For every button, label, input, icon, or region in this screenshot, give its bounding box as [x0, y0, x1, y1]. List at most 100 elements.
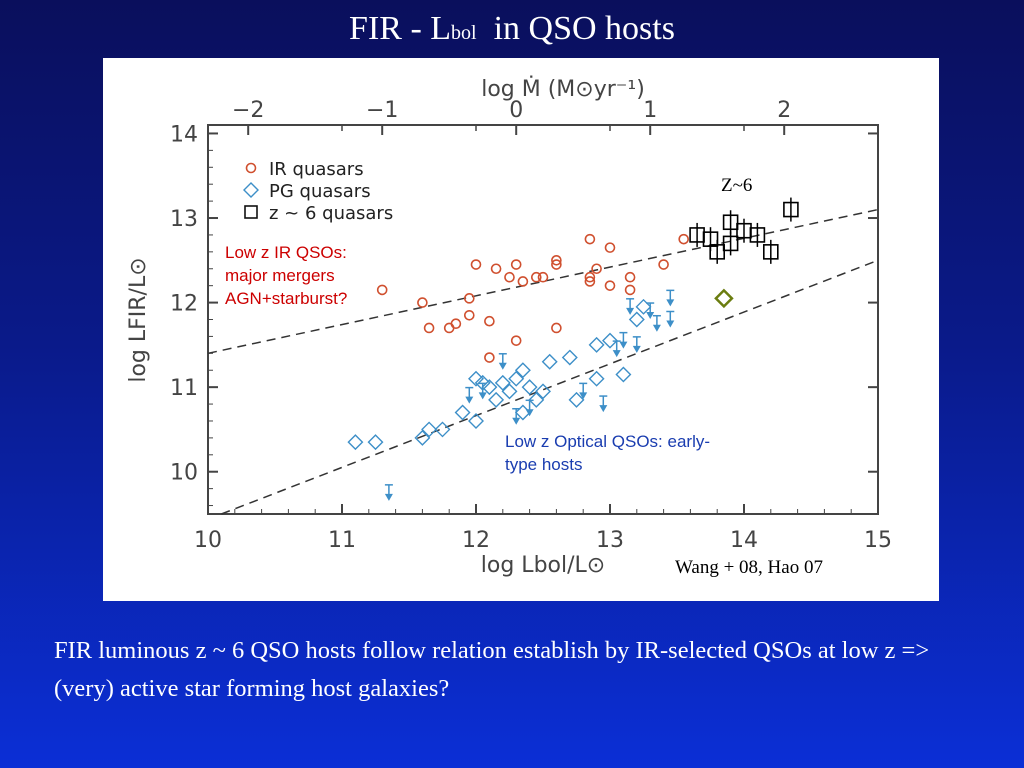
data-point [450, 318, 462, 330]
data-point [709, 239, 726, 264]
data-point [722, 210, 739, 235]
top-axis-label: log Ṁ (M⊙yr⁻¹) [481, 76, 645, 102]
legend-entry: IR quasars [269, 159, 364, 180]
data-point [535, 383, 551, 400]
data-point [584, 271, 596, 283]
data-point [468, 412, 484, 429]
data-point [604, 242, 616, 253]
x-tick-label: 12 [462, 528, 490, 553]
y-tick-label: 13 [170, 207, 198, 232]
data-point [490, 263, 502, 275]
optical-group-annotation-line: type hosts [505, 455, 583, 474]
data-point [635, 298, 652, 315]
data-point [501, 383, 518, 400]
top-tick-label: −1 [366, 98, 398, 123]
upper-limit-arrow [512, 408, 521, 425]
figure-panel: 10 11 12 13 14 15 10 11 12 13 14 −2 −1 0 1 2 log Ṁ (M⊙yr… [103, 58, 939, 601]
limit-head [599, 405, 608, 413]
x-tick-label: 13 [596, 528, 624, 553]
data-point [463, 309, 475, 321]
data-point [658, 259, 669, 270]
trend-line [207, 208, 879, 355]
upper-limit-arrow [465, 386, 474, 404]
data-point [762, 239, 779, 264]
top-tick-label: −2 [232, 98, 264, 123]
limit-head [612, 350, 621, 358]
data-point [551, 259, 562, 270]
limit-head [579, 392, 588, 400]
data-point [510, 335, 522, 346]
x-tick-label: 14 [730, 528, 758, 553]
top-tick-label: 2 [777, 98, 791, 123]
upper-limit-arrow [478, 382, 487, 400]
optical-group-annotation-line: Low z Optical QSOs: early- [505, 432, 710, 451]
data-point [568, 391, 585, 408]
upper-limit-arrow [525, 399, 534, 417]
ir-group-annotation-line: major mergers [225, 266, 335, 285]
upper-limit-arrow [626, 298, 635, 315]
upper-limit-arrow [599, 395, 608, 413]
data-point [481, 379, 498, 396]
data-point [504, 271, 515, 283]
data-point [604, 280, 616, 291]
upper-limit-arrow [666, 310, 675, 328]
limit-head [478, 392, 487, 400]
legend-circle-icon [245, 162, 257, 174]
legend-entry: z ~ 6 quasars [269, 203, 393, 224]
data-point [494, 374, 511, 391]
upper-limit-arrow [632, 336, 641, 353]
slide-title: FIR - Lbol in QSO hosts [0, 10, 1024, 48]
y-tick-label: 10 [170, 461, 198, 486]
y-tick-label: 12 [170, 292, 198, 317]
series-circle [376, 233, 690, 363]
data-point [722, 231, 739, 256]
data-point [510, 259, 522, 270]
data-point [484, 315, 495, 327]
data-point [488, 391, 505, 408]
series-square [689, 197, 799, 264]
limit-head [666, 299, 675, 307]
data-point [689, 222, 705, 247]
trend-line [221, 259, 879, 515]
data-point [468, 370, 484, 387]
limit-head [632, 345, 641, 353]
limit-head [512, 417, 521, 425]
x-axis-label: log Lbol/L⊙ [481, 553, 605, 578]
data-point [454, 404, 471, 421]
data-point [584, 276, 596, 287]
data-point [678, 233, 690, 245]
data-point [624, 284, 636, 296]
data-point [470, 259, 482, 270]
data-point [367, 434, 384, 451]
upper-limit-arrow [652, 314, 661, 332]
data-point [783, 197, 799, 222]
x-tick-label: 15 [864, 528, 892, 553]
title-main: FIR - L [349, 10, 452, 47]
x-tick-label: 11 [328, 528, 356, 553]
data-point [714, 288, 734, 309]
data-point [528, 391, 545, 408]
z6-annotation: Z~6 [721, 175, 752, 196]
upper-limit-arrow [646, 302, 655, 320]
data-point [602, 332, 618, 349]
series-diamond [347, 298, 652, 451]
limit-head [384, 493, 393, 501]
data-point [414, 429, 431, 446]
legend-square-icon [244, 205, 258, 219]
limit-head [465, 396, 474, 404]
x-tick-label: 10 [194, 528, 222, 553]
reference-citation: Wang + 08, Hao 07 [675, 557, 823, 578]
legend-entry: PG quasars [269, 181, 371, 202]
upper-limit-arrow [384, 484, 393, 501]
ir-group-annotation-line: AGN+starburst? [225, 289, 347, 308]
title-rest: in QSO hosts [493, 10, 675, 47]
data-point [537, 271, 549, 283]
upper-limit-arrow [666, 289, 675, 307]
upper-limit-arrow [579, 382, 588, 400]
upper-limit-series [384, 289, 675, 501]
y-tick-label: 14 [170, 122, 198, 147]
data-point [749, 222, 766, 247]
data-point [624, 271, 636, 283]
